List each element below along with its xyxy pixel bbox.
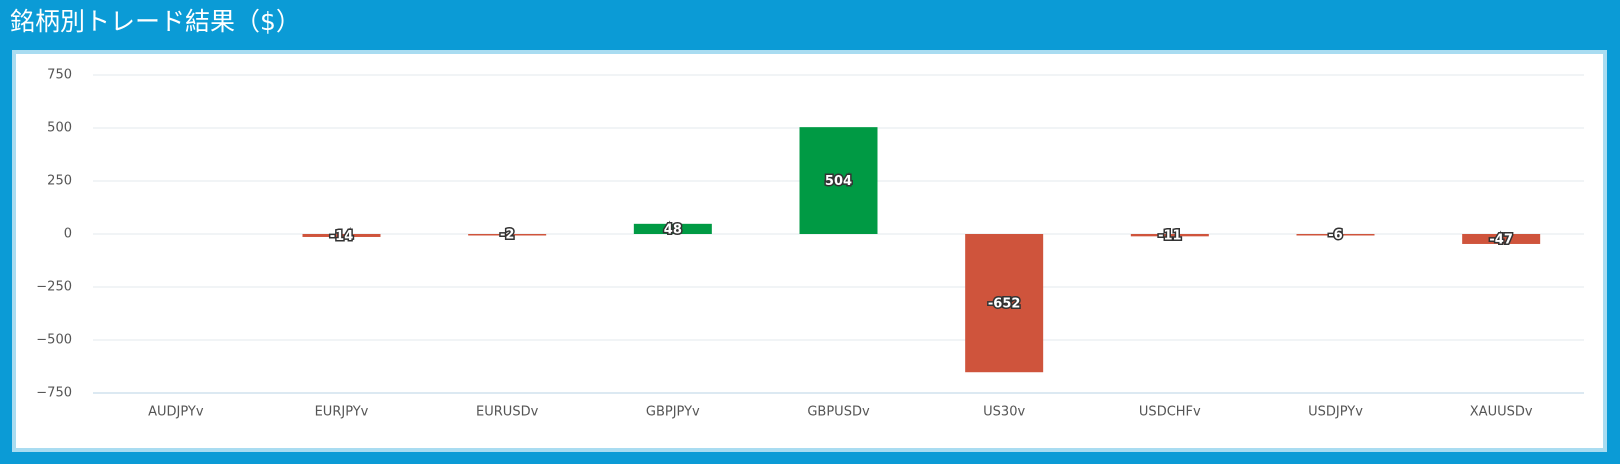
data-label: -47 [1489, 232, 1513, 247]
chart-panel [12, 50, 1607, 452]
x-tick-label: AUDJPYv [148, 405, 204, 420]
y-tick-label: 750 [47, 68, 72, 83]
data-label: -14 [330, 229, 354, 244]
x-tick-label: GBPUSDv [807, 405, 870, 420]
x-tick-label: USDCHFv [1139, 405, 1201, 420]
bar [302, 234, 381, 237]
y-tick-label: −250 [36, 280, 72, 295]
x-tick-label: EURJPYv [315, 405, 369, 420]
bar [965, 234, 1044, 373]
x-tick-label: US30v [983, 405, 1025, 420]
chart-title: 銘柄別トレード結果（$） [10, 7, 301, 36]
x-tick-label: USDJPYv [1308, 405, 1363, 420]
data-label: -652 [988, 297, 1021, 312]
bar [799, 127, 878, 234]
x-tick-label: EURUSDv [476, 405, 539, 420]
bar [633, 223, 712, 234]
y-tick-label: 0 [64, 227, 72, 242]
y-tick-label: −750 [36, 386, 72, 401]
data-label: -11 [1158, 229, 1182, 244]
data-label: 48 [664, 222, 682, 237]
y-tick-label: 500 [47, 121, 72, 136]
bar [1296, 234, 1375, 236]
x-tick-label: XAUUSDv [1470, 405, 1533, 420]
y-tick-label: 250 [47, 174, 72, 189]
bar [1462, 234, 1541, 244]
data-label: 504 [825, 174, 852, 189]
data-label: -6 [1328, 228, 1342, 243]
data-label: -2 [500, 228, 514, 243]
bar [1130, 234, 1209, 237]
bar [468, 234, 547, 236]
x-tick-label: GBPJPYv [646, 405, 700, 420]
y-tick-label: −500 [36, 333, 72, 348]
